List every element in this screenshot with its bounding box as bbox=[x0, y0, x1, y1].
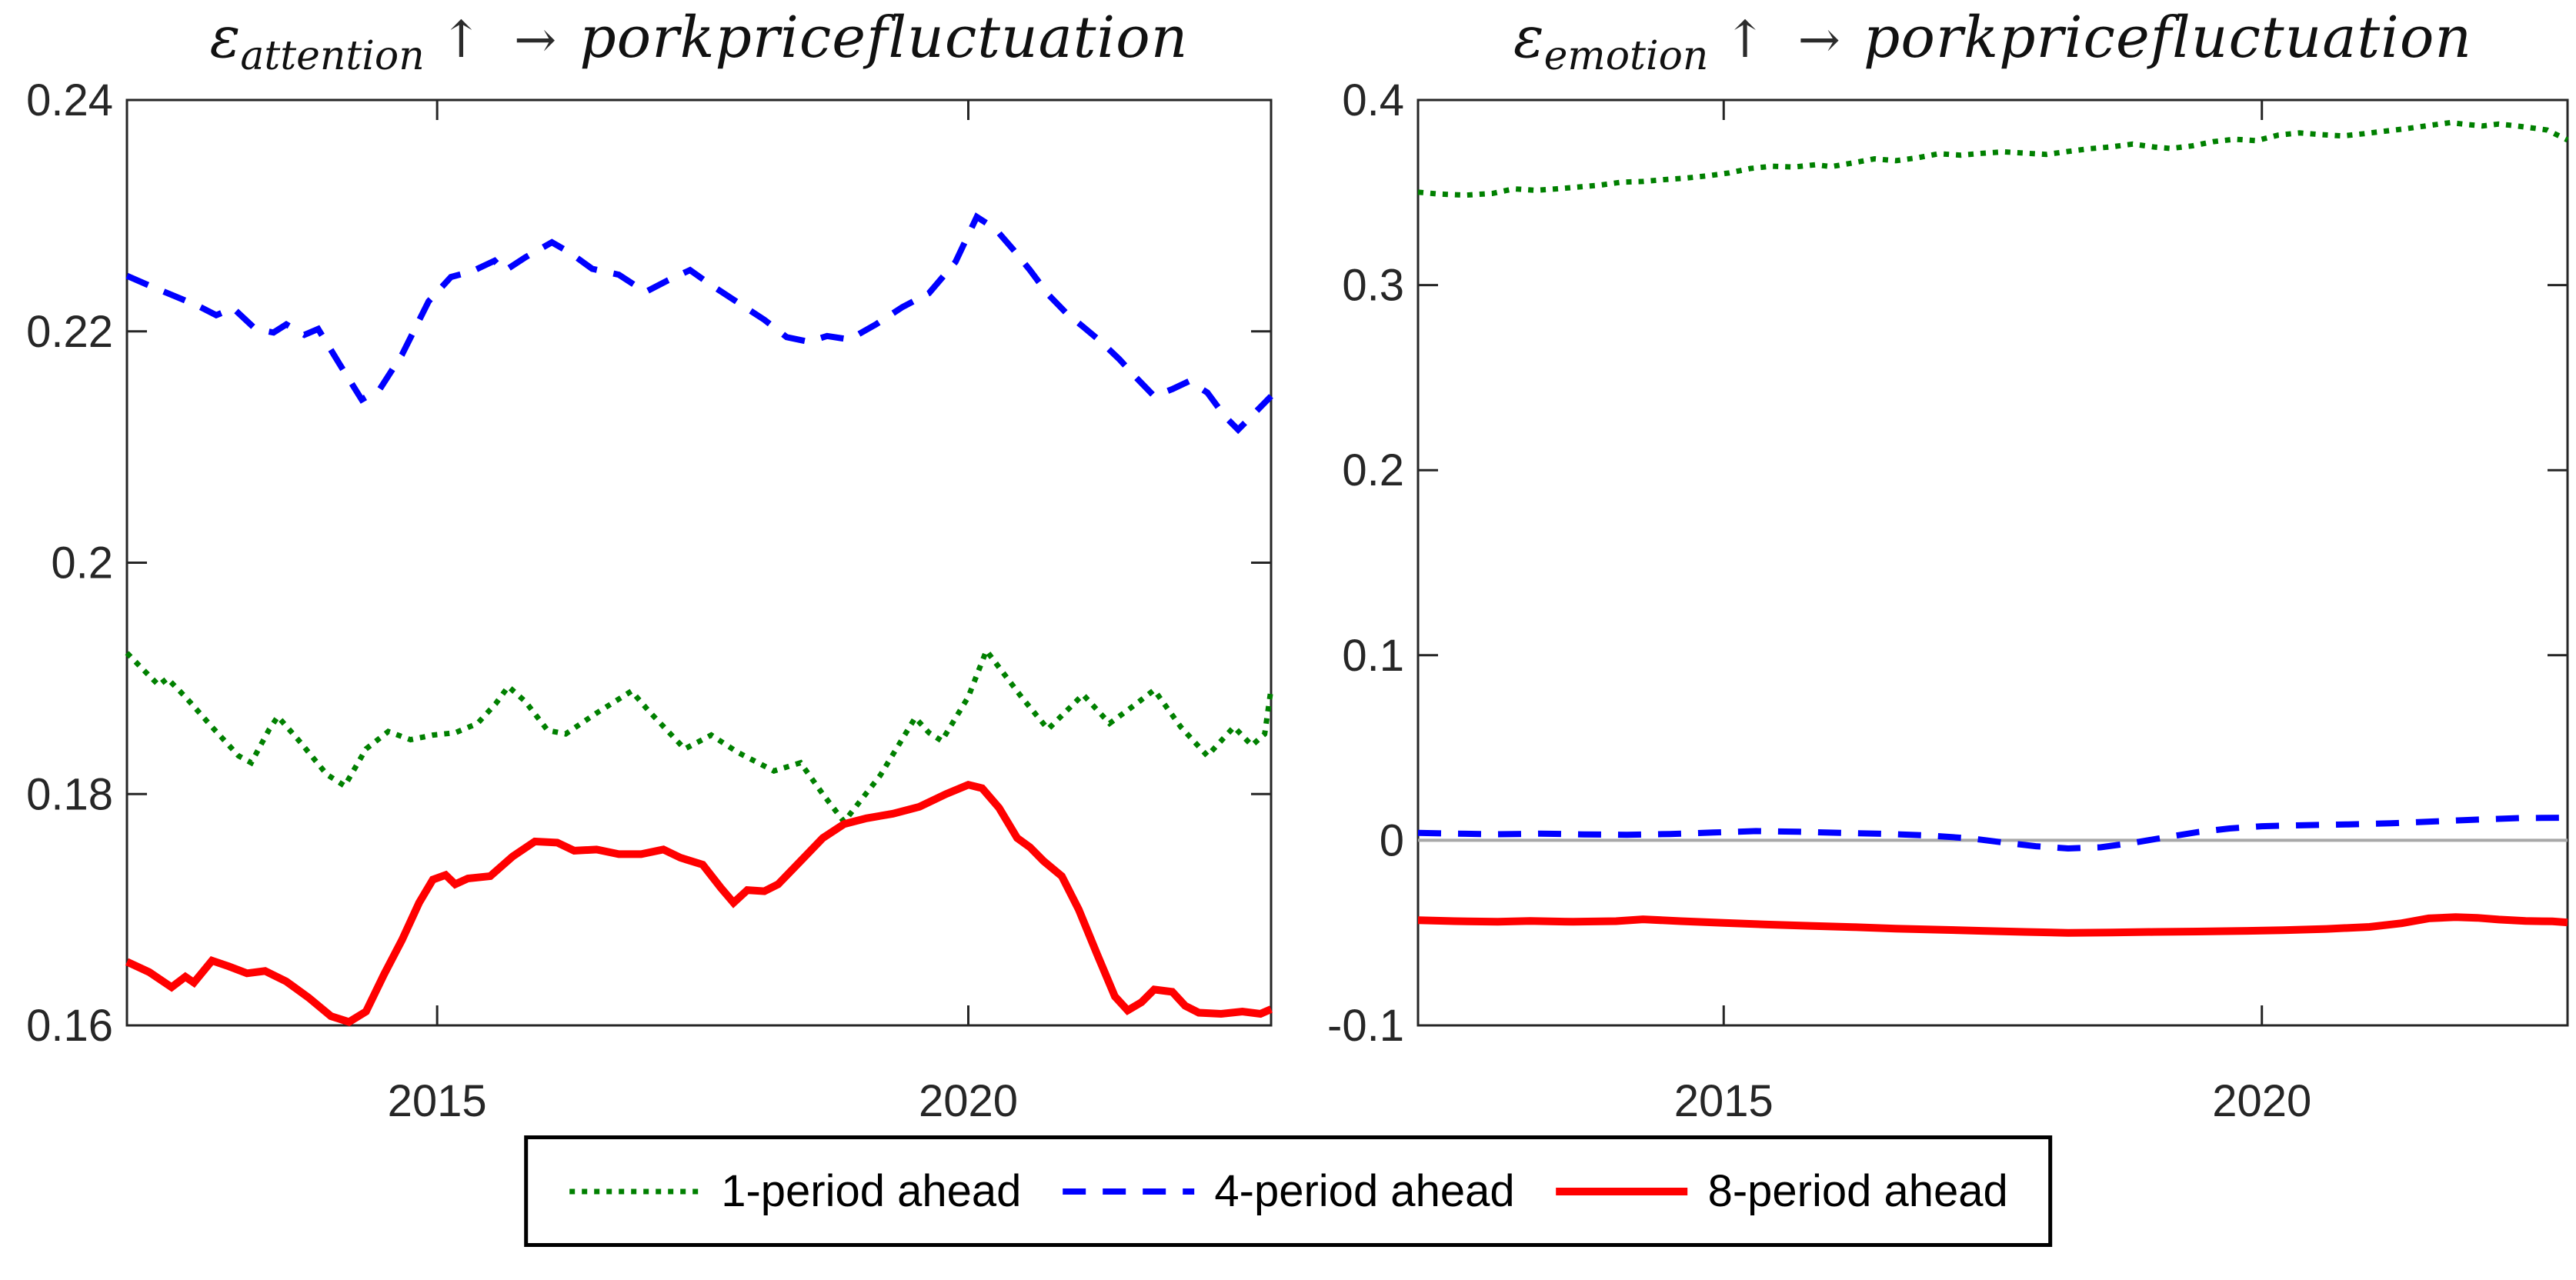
series-1-period-ahead bbox=[125, 645, 1274, 827]
series-8-period-ahead bbox=[1417, 913, 2568, 937]
series-1-period-ahead bbox=[1417, 119, 2569, 198]
title-text: porkpricefluctuation bbox=[1863, 5, 2473, 71]
legend: 1-period ahead 4-period ahead 8-period a… bbox=[524, 1135, 2052, 1247]
legend-item-8-period: 8-period ahead bbox=[1555, 1165, 2008, 1217]
up-right-arrows-icon: ↑ → bbox=[1723, 10, 1848, 69]
y-tick-label: 0.22 bbox=[26, 307, 113, 357]
title-subscript: attention bbox=[240, 32, 425, 79]
title-subscript: emotion bbox=[1543, 32, 1709, 79]
dotted-line-sample-icon bbox=[569, 1188, 702, 1194]
epsilon-symbol: ε bbox=[209, 5, 241, 71]
legend-label: 8-period ahead bbox=[1707, 1166, 2008, 1216]
x-tick-label: 2015 bbox=[388, 1076, 487, 1126]
legend-label: 4-period ahead bbox=[1214, 1166, 1515, 1216]
epsilon-symbol: ε bbox=[1513, 5, 1544, 71]
legend-item-1-period: 1-period ahead bbox=[568, 1165, 1021, 1217]
y-tick-label: 0 bbox=[1380, 815, 1404, 865]
dashed-line-sample-icon bbox=[1063, 1188, 1195, 1195]
y-tick-label: 0.2 bbox=[51, 538, 113, 588]
axes: 2015 2020 0.16 0.18 0.2 0.22 0.24 bbox=[26, 75, 1273, 1126]
y-tick-label: 0.1 bbox=[1342, 631, 1404, 681]
y-tick-label: 0.3 bbox=[1342, 261, 1404, 311]
y-tick-label: 0.16 bbox=[26, 1001, 113, 1051]
left-chart-canvas: 2015 2020 0.16 0.18 0.2 0.22 0.24 bbox=[26, 75, 1274, 1126]
y-tick-label: 0.24 bbox=[26, 75, 113, 125]
series-8-period-ahead bbox=[125, 780, 1273, 1026]
x-tick-label: 2020 bbox=[919, 1076, 1018, 1126]
right-chart-canvas: 2015 2020 -0.1 0 0.1 0.2 0.3 0.4 bbox=[1327, 75, 2569, 1126]
up-right-arrows-icon: ↑ → bbox=[439, 10, 565, 69]
x-tick-label: 2020 bbox=[2212, 1076, 2311, 1126]
y-tick-label: 0.18 bbox=[26, 769, 113, 819]
right-chart-title: εemotion ↑ → porkpricefluctuation bbox=[1418, 5, 2568, 89]
title-text: porkpricefluctuation bbox=[579, 5, 1189, 71]
series-4-period-ahead bbox=[125, 212, 1273, 435]
y-tick-label: 0.2 bbox=[1342, 445, 1404, 495]
legend-label: 1-period ahead bbox=[721, 1166, 1022, 1216]
left-chart-title: εattention ↑ → porkpricefluctuation bbox=[127, 5, 1271, 89]
x-tick-label: 2015 bbox=[1674, 1076, 1774, 1126]
y-tick-label: 0.4 bbox=[1342, 75, 1404, 125]
solid-line-sample-icon bbox=[1556, 1187, 1688, 1195]
y-tick-label: -0.1 bbox=[1327, 1001, 1404, 1051]
series-4-period-ahead bbox=[1417, 815, 2568, 852]
legend-item-4-period: 4-period ahead bbox=[1061, 1165, 1515, 1217]
axes: 2015 2020 -0.1 0 0.1 0.2 0.3 0.4 bbox=[1327, 75, 2569, 1126]
